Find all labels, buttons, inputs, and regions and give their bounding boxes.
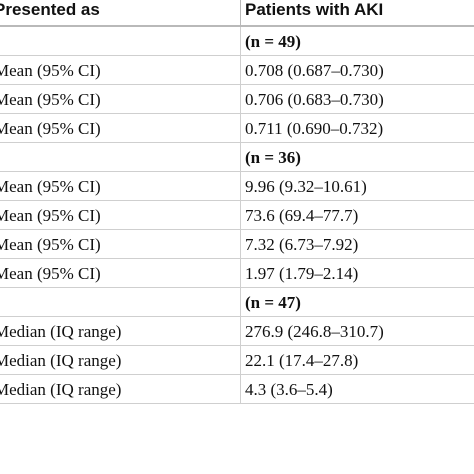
presented-as-cell: Mean (95% CI)	[0, 119, 101, 138]
header-patients-with-aki: Patients with AKI	[240, 0, 474, 25]
value-cell: 1.97 (1.79–2.14)	[240, 259, 474, 287]
presented-as-cell: Mean (95% CI)	[0, 90, 101, 109]
group-count-cell: (n = 36)	[240, 143, 474, 171]
value-cell: 0.708 (0.687–0.730)	[240, 56, 474, 84]
table-group-row: (n = 47)	[0, 288, 474, 317]
presented-as-cell	[0, 288, 240, 316]
value-cell: 276.9 (246.8–310.7)	[240, 317, 474, 345]
table-header-row: Presented as Patients with AKI	[0, 0, 474, 27]
value-cell: 0.706 (0.683–0.730)	[240, 85, 474, 113]
table-row: Mean (95% CI) 1.97 (1.79–2.14)	[0, 259, 474, 288]
table-body: (n = 49) Mean (95% CI) 0.708 (0.687–0.730)…	[0, 27, 474, 404]
value-cell: 9.96 (9.32–10.61)	[240, 172, 474, 200]
table-row: Median (IQ range) 22.1 (17.4–27.8)	[0, 346, 474, 375]
results-table: Presented as Patients with AKI (n = 49) M…	[0, 0, 474, 404]
table-row: Mean (95% CI) 0.708 (0.687–0.730)	[0, 56, 474, 85]
value-cell: 0.711 (0.690–0.732)	[240, 114, 474, 142]
table-row: Median (IQ range) 4.3 (3.6–5.4)	[0, 375, 474, 404]
value-cell: 7.32 (6.73–7.92)	[240, 230, 474, 258]
presented-as-cell: Mean (95% CI)	[0, 206, 101, 225]
presented-as-cell	[0, 27, 240, 55]
table-row: Mean (95% CI) 0.706 (0.683–0.730)	[0, 85, 474, 114]
table-row: Mean (95% CI) 0.711 (0.690–0.732)	[0, 114, 474, 143]
table-group-row: (n = 36)	[0, 143, 474, 172]
value-cell: 22.1 (17.4–27.8)	[240, 346, 474, 374]
presented-as-cell: Mean (95% CI)	[0, 177, 101, 196]
table-row: Mean (95% CI) 73.6 (69.4–77.7)	[0, 201, 474, 230]
presented-as-cell: Median (IQ range)	[0, 351, 122, 370]
table-row: Mean (95% CI) 7.32 (6.73–7.92)	[0, 230, 474, 259]
presented-as-cell	[0, 143, 240, 171]
group-count-cell: (n = 49)	[240, 27, 474, 55]
presented-as-cell: Mean (95% CI)	[0, 264, 101, 283]
group-count-cell: (n = 47)	[240, 288, 474, 316]
presented-as-cell: Mean (95% CI)	[0, 235, 101, 254]
presented-as-cell: Median (IQ range)	[0, 380, 122, 399]
table-row: Mean (95% CI) 9.96 (9.32–10.61)	[0, 172, 474, 201]
header-presented-as: Presented as	[0, 0, 100, 19]
presented-as-cell: Mean (95% CI)	[0, 61, 101, 80]
table-row: Median (IQ range) 276.9 (246.8–310.7)	[0, 317, 474, 346]
table-group-row: (n = 49)	[0, 27, 474, 56]
value-cell: 4.3 (3.6–5.4)	[240, 375, 474, 403]
presented-as-cell: Median (IQ range)	[0, 322, 122, 341]
value-cell: 73.6 (69.4–77.7)	[240, 201, 474, 229]
